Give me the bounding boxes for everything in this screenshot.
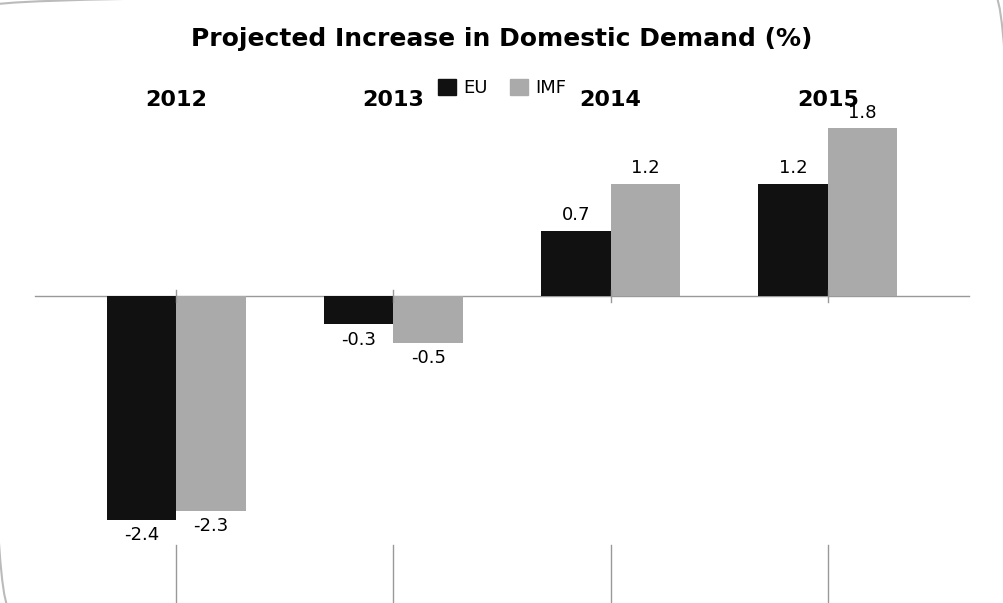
Bar: [177, 296, 246, 511]
Bar: [324, 296, 393, 324]
Bar: [826, 128, 897, 296]
Title: Projected Increase in Domestic Demand (%): Projected Increase in Domestic Demand (%…: [192, 27, 811, 51]
Bar: [393, 296, 462, 343]
Text: -2.4: -2.4: [123, 526, 158, 545]
Text: 2013: 2013: [362, 90, 424, 110]
Text: 1.2: 1.2: [778, 160, 806, 177]
Text: 1.2: 1.2: [631, 160, 659, 177]
Bar: [610, 184, 679, 296]
Bar: [541, 231, 610, 296]
Text: -0.3: -0.3: [341, 330, 376, 349]
Text: 1.8: 1.8: [848, 104, 876, 122]
Bar: [757, 184, 826, 296]
Bar: [106, 296, 177, 520]
Text: 0.7: 0.7: [561, 206, 590, 224]
Text: 2012: 2012: [145, 90, 207, 110]
Text: -0.5: -0.5: [410, 349, 445, 367]
Legend: EU, IMF: EU, IMF: [430, 72, 573, 104]
Text: -2.3: -2.3: [194, 517, 229, 535]
Text: 2015: 2015: [796, 90, 858, 110]
Text: 2014: 2014: [579, 90, 641, 110]
